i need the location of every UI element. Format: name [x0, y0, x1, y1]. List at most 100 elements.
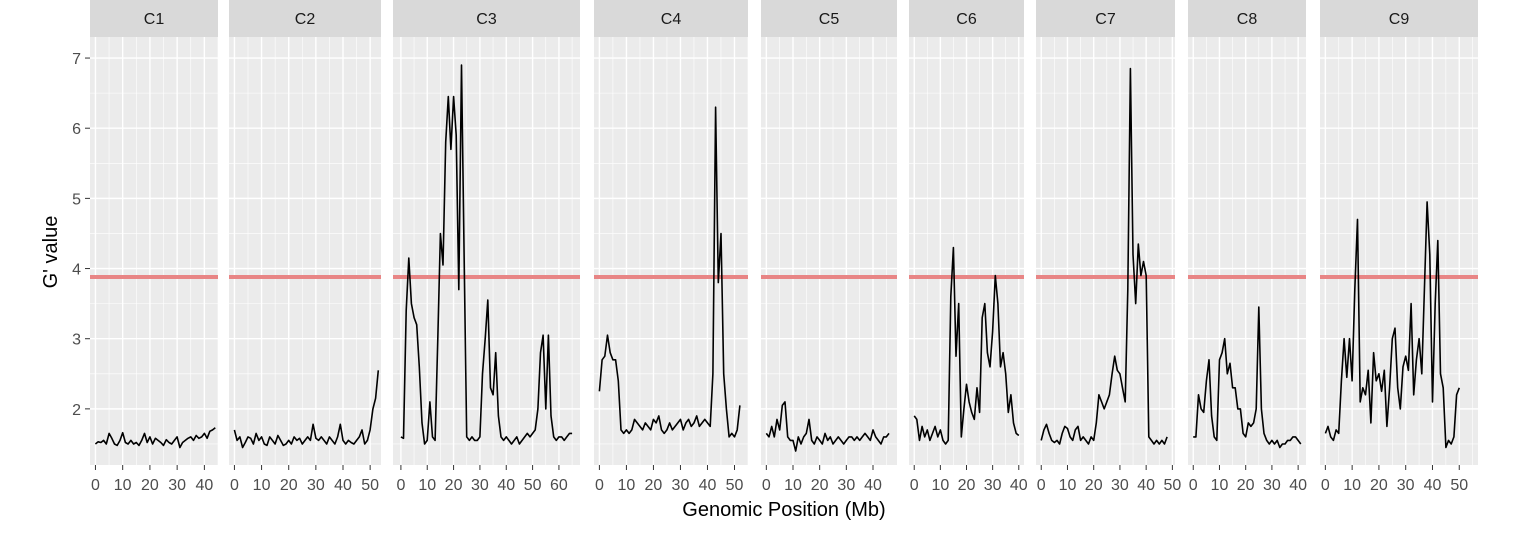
x-tick-label: 40	[1289, 477, 1307, 494]
x-tick-label: 50	[524, 477, 542, 494]
x-tick-label: 40	[497, 477, 515, 494]
panel-background	[1036, 37, 1175, 465]
x-tick-label: 20	[1370, 477, 1388, 494]
facet-panel-c9: C9 0 10 20 30 40 50	[1320, 0, 1478, 494]
panel-background	[229, 37, 381, 465]
x-tick-label: 10	[784, 477, 802, 494]
facet-panel-c3: C3 0 10 20 30 40 50 60	[393, 0, 580, 494]
x-tick-label: 20	[645, 477, 663, 494]
x-tick-label: 30	[837, 477, 855, 494]
x-tick-label: 10	[1343, 477, 1361, 494]
facet-strip-label: C1	[144, 11, 165, 28]
series-line-c2	[233, 370, 380, 449]
facet-panel-c8: C8 0 10 20 30 40	[1188, 0, 1307, 494]
x-axis-title: Genomic Position (Mb)	[682, 499, 885, 521]
x-tick-label: 40	[699, 477, 717, 494]
x-tick-label: 40	[864, 477, 882, 494]
series-line-c5	[765, 401, 890, 452]
x-tick-label: 30	[1397, 477, 1415, 494]
facet-strip-label: C8	[1237, 11, 1258, 28]
x-tick-label: 0	[91, 477, 100, 494]
series-line-c7	[1040, 67, 1168, 445]
facet-panel-c7: C7 0 10 20 30 40 50	[1036, 0, 1181, 494]
x-tick-label: 20	[1085, 477, 1103, 494]
x-tick-label: 10	[618, 477, 636, 494]
x-tick-label: 20	[811, 477, 829, 494]
x-tick-label: 30	[471, 477, 489, 494]
facet-panel-c2: C2 0 10 20 30 40 50	[229, 0, 381, 494]
x-tick-label: 10	[114, 477, 132, 494]
x-tick-label: 10	[1059, 477, 1077, 494]
x-tick-label: 30	[984, 477, 1002, 494]
facet-panel-c6: C6 0 10 20 30 40	[909, 0, 1028, 494]
y-tick-label: 5	[72, 191, 81, 208]
x-tick-label: 50	[361, 477, 379, 494]
facet-strip-label: C5	[819, 11, 840, 28]
series-line-c1	[94, 427, 216, 449]
x-tick-label: 20	[445, 477, 463, 494]
facet-panel-c1: C1 0 10 20 30 40	[90, 0, 219, 494]
facet-strip	[1320, 0, 1478, 37]
x-tick-label: 40	[195, 477, 213, 494]
x-tick-label: 50	[1450, 477, 1468, 494]
x-tick-label: 20	[141, 477, 159, 494]
x-tick-label: 10	[931, 477, 949, 494]
series-line-c4	[598, 106, 741, 438]
facet-strip	[90, 0, 218, 37]
series-line-c8	[1193, 306, 1302, 449]
facet-strip-label: C4	[661, 11, 682, 28]
x-tick-label: 20	[1237, 477, 1255, 494]
x-tick-label: 0	[1321, 477, 1330, 494]
x-tick-label: 40	[1010, 477, 1028, 494]
panel-background	[90, 37, 218, 465]
x-tick-label: 10	[418, 477, 436, 494]
x-tick-label: 20	[958, 477, 976, 494]
x-tick-label: 10	[253, 477, 271, 494]
panel-background	[594, 37, 748, 465]
y-tick-label: 2	[72, 402, 81, 419]
x-tick-label: 0	[396, 477, 405, 494]
x-tick-label: 10	[1211, 477, 1229, 494]
facet-panel-c5: C5 0 10 20 30 40	[761, 0, 897, 494]
panel-background	[393, 37, 580, 465]
series-line-c6	[913, 246, 1020, 445]
x-tick-label: 50	[1163, 477, 1181, 494]
facet-strip	[229, 0, 381, 37]
x-tick-label: 40	[1137, 477, 1155, 494]
panel-background	[1188, 37, 1306, 465]
y-tick-label: 7	[72, 51, 81, 68]
x-tick-label: 40	[1424, 477, 1442, 494]
y-tick-label: 4	[72, 262, 81, 279]
facet-strip	[761, 0, 897, 37]
facet-strip	[1188, 0, 1306, 37]
x-tick-label: 0	[762, 477, 771, 494]
panel-background	[761, 37, 897, 465]
y-axis: 2 3 4 5 6 7	[72, 51, 90, 419]
series-line-c3	[400, 64, 573, 445]
x-tick-label: 40	[334, 477, 352, 494]
facet-panel-c4: C4 0 10 20 30 40 50	[594, 0, 749, 494]
series-line-c9	[1324, 201, 1461, 449]
x-tick-label: 30	[1111, 477, 1129, 494]
x-tick-label: 30	[1263, 477, 1281, 494]
x-tick-label: 0	[1189, 477, 1198, 494]
y-tick-label: 6	[72, 121, 81, 138]
y-axis-title: G' value	[40, 216, 62, 289]
facet-strip	[594, 0, 748, 37]
x-tick-label: 0	[1037, 477, 1046, 494]
x-tick-label: 0	[595, 477, 604, 494]
x-tick-label: 30	[672, 477, 690, 494]
x-tick-label: 20	[280, 477, 298, 494]
facet-strip-label: C7	[1095, 11, 1116, 28]
facet-strip-label: C6	[956, 11, 977, 28]
facet-strip	[393, 0, 580, 37]
x-tick-label: 0	[910, 477, 919, 494]
facet-strip	[909, 0, 1024, 37]
facet-strip-label: C9	[1389, 11, 1410, 28]
x-tick-label: 0	[230, 477, 239, 494]
x-tick-label: 50	[726, 477, 744, 494]
y-tick-label: 3	[72, 332, 81, 349]
